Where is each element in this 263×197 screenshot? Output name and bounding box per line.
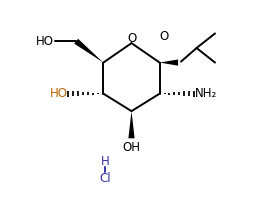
- Text: NH₂: NH₂: [195, 87, 217, 100]
- Polygon shape: [74, 39, 103, 63]
- Text: OH: OH: [123, 141, 140, 154]
- Polygon shape: [160, 59, 178, 66]
- Text: Cl: Cl: [99, 172, 111, 185]
- Text: O: O: [127, 32, 136, 45]
- Polygon shape: [128, 111, 135, 138]
- Text: H: H: [101, 155, 110, 168]
- Text: HO: HO: [49, 87, 67, 100]
- Text: O: O: [159, 30, 168, 43]
- Text: HO: HO: [36, 35, 54, 48]
